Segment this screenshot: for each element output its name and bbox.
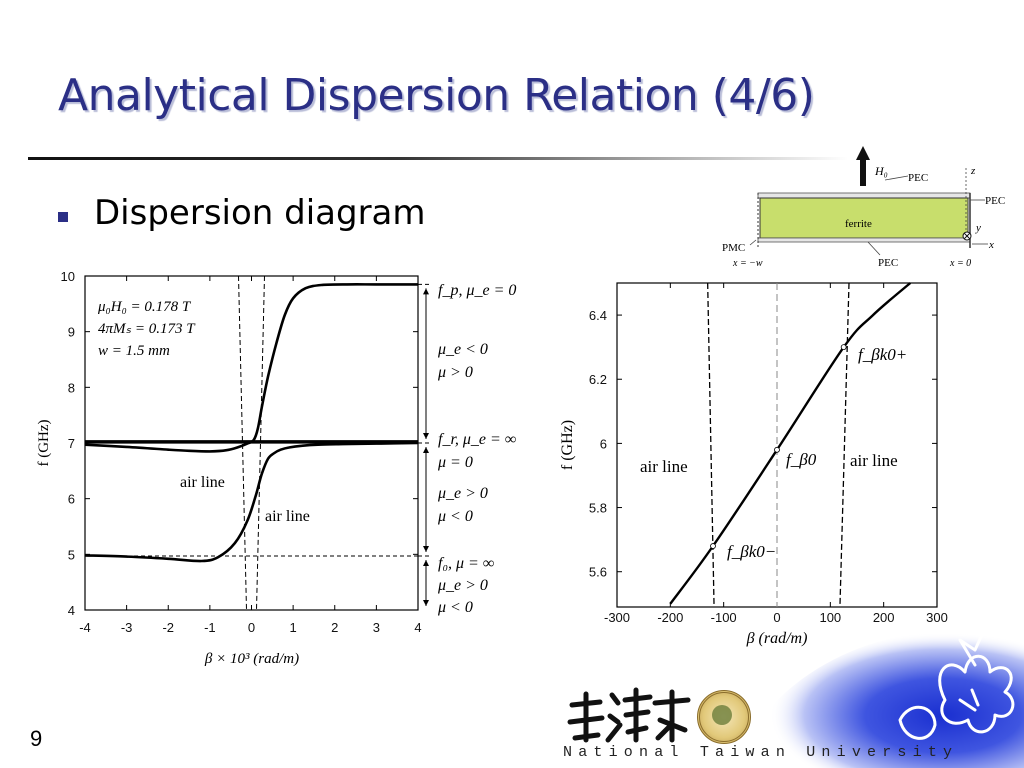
intersection-point — [710, 543, 716, 549]
y-tick-label: 5.8 — [589, 501, 607, 516]
x-tick-label: 3 — [373, 620, 380, 635]
y-tick-label: 6 — [68, 492, 75, 507]
slide-title: Analytical Dispersion Relation (4/6) — [58, 70, 815, 121]
x-tick-label: -300 — [604, 610, 630, 625]
x-axis-label: β (rad/m) — [746, 630, 808, 647]
x-tick-label: 300 — [926, 610, 948, 625]
x-tick-label: -3 — [121, 620, 133, 635]
page-number: 9 — [30, 726, 43, 751]
region-label: μ < 0 — [437, 599, 473, 616]
ferrite-label: ferrite — [845, 218, 872, 230]
region-label: μ_e < 0 — [437, 341, 488, 358]
pec-top-label: PEC — [908, 172, 928, 184]
dispersion-curve-zoom — [669, 282, 912, 605]
y-tick-label: 9 — [68, 325, 75, 340]
x-tick-label: 100 — [819, 610, 841, 625]
region-label: μ_e > 0 — [437, 577, 488, 594]
y-tick-label: 10 — [61, 269, 75, 284]
region-label: f_r, μ_e = ∞ — [438, 431, 516, 448]
air-line-vertical — [839, 282, 850, 608]
x-tick-label: 4 — [414, 620, 421, 635]
y-tick-label: 6.2 — [589, 372, 607, 387]
y-tick-label: 7 — [68, 436, 75, 451]
x-tick-label: 1 — [290, 620, 297, 635]
y-tick-label: 4 — [68, 603, 75, 618]
y-tick-label: 8 — [68, 380, 75, 395]
region-label: μ > 0 — [437, 364, 473, 381]
x-axis-label: x — [988, 239, 994, 251]
param-label: 4πMₛ = 0.173 T — [98, 321, 196, 337]
frequency-point-label: f_βk0− — [727, 542, 776, 561]
dispersion-curve-0 — [84, 441, 419, 563]
x-tick-label: 2 — [331, 620, 338, 635]
pec-bottom-label: PEC — [878, 257, 898, 269]
air-line-label: air line — [265, 508, 310, 525]
pec-right-label: PEC — [985, 195, 1005, 207]
air-line-vertical — [707, 282, 715, 608]
arrowhead-icon — [423, 447, 429, 453]
y-tick-label: 5 — [68, 547, 75, 562]
region-label: μ_e > 0 — [437, 485, 488, 502]
air-line-label: air line — [180, 474, 225, 491]
frequency-point-label: f_β0 — [786, 450, 817, 469]
region-label: μ = 0 — [437, 454, 473, 471]
intersection-point — [840, 344, 847, 351]
title-divider — [28, 157, 848, 160]
y-tick-label: 5.6 — [589, 565, 607, 580]
x-left-label: x = −w — [732, 258, 763, 269]
h0-label: H₀ — [874, 164, 888, 178]
arrowhead-icon — [423, 560, 429, 567]
intersection-point — [774, 446, 780, 453]
x-tick-label: -200 — [657, 610, 683, 625]
x-tick-label: 200 — [873, 610, 895, 625]
x-tick-label: 0 — [773, 610, 780, 625]
x-tick-label: -2 — [162, 620, 174, 635]
y-tick-label: 6.4 — [589, 308, 607, 323]
pmc-label: PMC — [722, 242, 745, 254]
arrowhead-icon — [423, 600, 429, 606]
dispersion-curve-1 — [84, 283, 418, 453]
air-line-label: air line — [850, 451, 898, 470]
x-tick-label: -100 — [711, 610, 737, 625]
x-axis-label: β × 10³ (rad/m) — [204, 651, 299, 667]
region-label: f_p, μ_e = 0 — [438, 282, 516, 299]
air-line-label: air line — [640, 457, 688, 476]
bullet-marker — [58, 212, 68, 222]
param-label: w = 1.5 mm — [98, 343, 170, 359]
university-name: National Taiwan University — [563, 744, 959, 761]
z-axis-label: z — [970, 165, 976, 177]
ntu-seal-logo — [697, 690, 751, 744]
arrowhead-icon — [423, 288, 429, 295]
x-tick-label: -1 — [204, 620, 216, 635]
y-axis-label: y — [975, 222, 981, 234]
ferrite-slab — [759, 197, 969, 239]
arrowhead-icon — [423, 546, 429, 553]
x-tick-label: 0 — [248, 620, 255, 635]
region-label: f₀, μ = ∞ — [438, 555, 494, 572]
frequency-point-label: f_βk0+ — [858, 345, 907, 364]
region-label: μ < 0 — [437, 508, 473, 525]
y-axis-label: f (GHz) — [559, 420, 576, 470]
y-axis-label: f (GHz) — [36, 419, 52, 466]
x-tick-label: -4 — [79, 620, 91, 635]
x-right-label: x = 0 — [949, 258, 971, 269]
arrowhead-icon — [423, 433, 429, 439]
param-label: μ₀H₀ = 0.178 T — [97, 299, 192, 315]
h0-arrow-icon — [856, 146, 870, 186]
y-tick-label: 6 — [600, 436, 607, 451]
bullet-text: Dispersion diagram — [94, 193, 426, 233]
